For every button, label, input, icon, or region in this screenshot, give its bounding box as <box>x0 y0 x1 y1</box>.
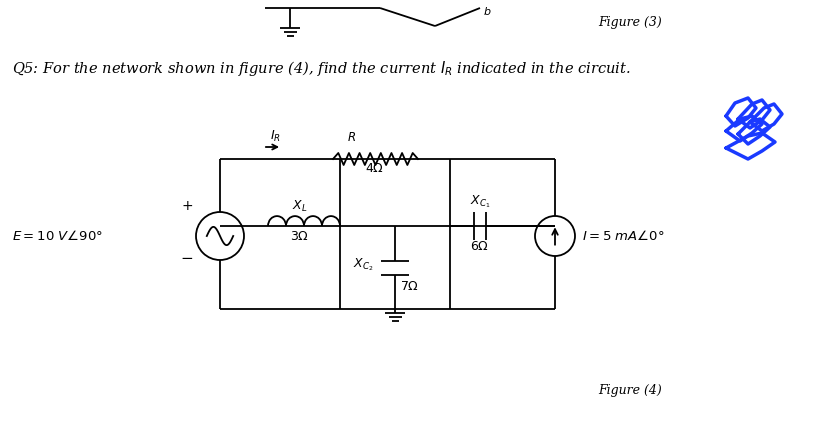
Text: Figure (4): Figure (4) <box>598 384 662 397</box>
Text: $3\Omega$: $3\Omega$ <box>291 230 310 243</box>
Text: $I_R$: $I_R$ <box>269 129 281 144</box>
Text: $7\Omega$: $7\Omega$ <box>400 279 419 293</box>
Text: $E = 10\ V\angle 90°$: $E = 10\ V\angle 90°$ <box>12 229 103 243</box>
Text: $X_L$: $X_L$ <box>292 199 308 214</box>
Text: $6\Omega$: $6\Omega$ <box>471 240 490 253</box>
Text: Figure (3): Figure (3) <box>598 16 662 29</box>
Text: $I = 5\ mA\angle 0°$: $I = 5\ mA\angle 0°$ <box>582 229 665 243</box>
Text: $b$: $b$ <box>483 5 491 17</box>
Text: Q5: For the network shown in figure (4), find the current $I_R$ indicated in the: Q5: For the network shown in figure (4),… <box>12 58 631 78</box>
Text: $X_{C_1}$: $X_{C_1}$ <box>470 193 491 210</box>
Text: $-$: $-$ <box>180 250 193 264</box>
Text: $R$: $R$ <box>348 131 357 144</box>
Text: $4\Omega$: $4\Omega$ <box>365 162 385 175</box>
Text: $+$: $+$ <box>181 199 193 213</box>
Text: $X_{C_2}$: $X_{C_2}$ <box>353 256 373 273</box>
